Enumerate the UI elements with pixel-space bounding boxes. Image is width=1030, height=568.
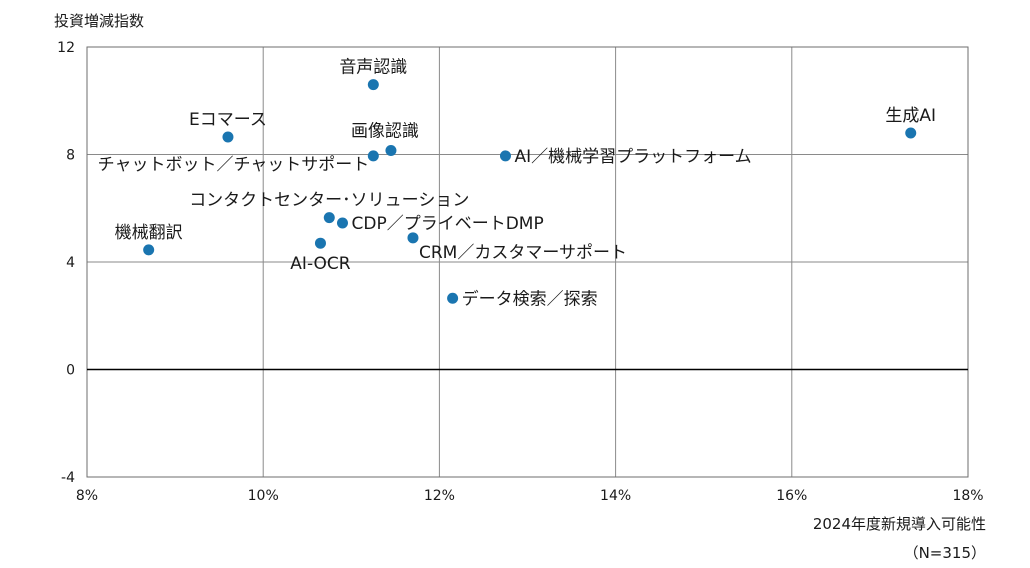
point-label: CDP／プライベートDMP	[351, 214, 543, 234]
sample-size-note: （N=315）	[903, 544, 986, 562]
data-point	[314, 237, 326, 249]
x-tick-label: 14%	[600, 488, 631, 504]
data-point	[499, 150, 511, 162]
data-point	[143, 244, 155, 256]
data-point	[367, 79, 379, 91]
x-tick-label: 12%	[424, 488, 455, 504]
point-label: AI-OCR	[290, 254, 351, 274]
x-tick-label: 8%	[76, 488, 98, 504]
point-label: チャットボット／チャットサポート	[98, 155, 370, 175]
x-tick-label: 16%	[776, 488, 807, 504]
y-tick-label: 0	[66, 363, 75, 379]
y-tick-label: 4	[66, 255, 75, 271]
data-point	[385, 144, 397, 156]
point-label: 音声認識	[339, 58, 407, 78]
point-label: データ検索／探索	[462, 288, 598, 309]
data-point	[222, 131, 234, 143]
data-point	[407, 232, 419, 244]
point-label: コンタクトセンター･ソリューション	[189, 191, 469, 211]
y-tick-label: 8	[66, 148, 75, 164]
point-label: CRM／カスタマーサポート	[419, 243, 627, 263]
point-label: AI／機械学習プラットフォーム	[514, 147, 751, 167]
x-tick-label: 10%	[248, 488, 279, 504]
plot-frame	[86, 46, 969, 478]
data-point	[447, 292, 459, 304]
data-point	[905, 127, 917, 139]
y-axis-title: 投資増減指数	[54, 12, 145, 30]
data-point	[336, 217, 348, 229]
y-tick-label: -4	[61, 470, 75, 486]
x-tick-label: 18%	[952, 488, 983, 504]
point-label: 機械翻訳	[115, 223, 183, 243]
point-label: Eコマース	[189, 110, 267, 130]
x-axis-title: 2024年度新規導入可能性	[812, 515, 986, 533]
data-point	[367, 150, 379, 162]
data-point	[323, 212, 335, 224]
point-label: 生成AI	[885, 106, 936, 126]
y-tick-label: 12	[57, 40, 75, 56]
point-label: 画像認識	[351, 121, 419, 141]
